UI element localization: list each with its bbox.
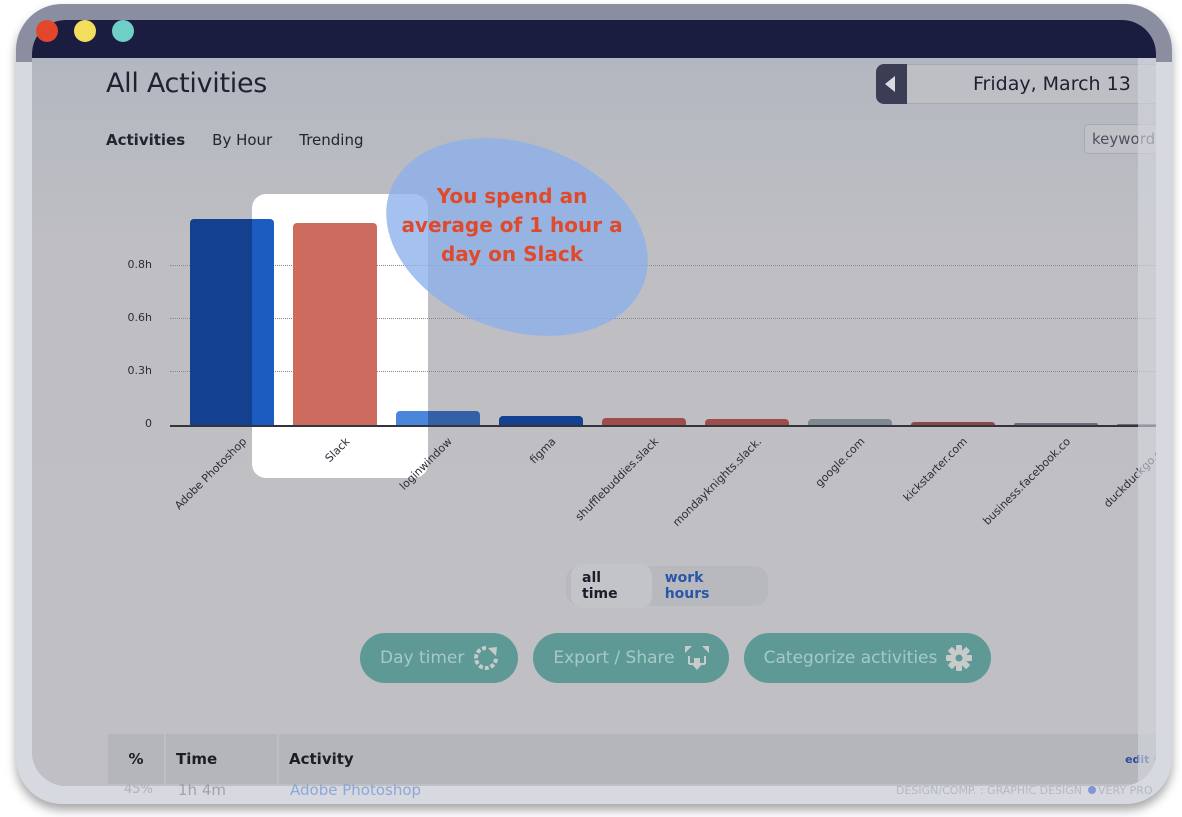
callout-text: You spend an average of 1 hour a day on … [401,184,623,266]
x-label: shufflebuddies.slack [572,435,662,524]
activity-table-header: % Time Activity edit m [108,734,1156,784]
row-time: 1h 4m [178,781,226,799]
x-label: kickstarter.com [901,435,971,505]
bar-shufflebuddies[interactable] [602,418,686,425]
x-label: business.facebook.co [980,435,1074,528]
close-window-button[interactable] [36,20,58,42]
time-range-toggle: all time work hours [566,564,768,608]
table-row[interactable]: 45% 1h 4m Adobe Photoshop DESIGN/COMP. :… [108,778,1172,802]
gear-icon [946,645,973,671]
bar-duckduckgo[interactable] [1117,424,1156,425]
device-frame: All Activities Activities By Hour Trendi… [16,4,1172,804]
row-category: DESIGN/COMP. : GRAPHIC DESIGN VERY PRO [896,784,1153,797]
export-share-button[interactable]: Export / Share [533,633,729,683]
x-label: google.com [812,435,868,490]
categorize-label: Categorize activities [763,648,938,668]
y-tick: 0.3h [127,364,152,377]
column-percent[interactable]: % [108,734,164,784]
toggle-all-time[interactable]: all time [571,564,652,608]
bar-kickstarter[interactable] [911,422,995,425]
current-date: Friday, March 13 [907,64,1156,104]
day-timer-button[interactable]: Day timer [360,633,519,683]
bar-figma[interactable] [499,416,583,425]
tab-bar: Activities By Hour Trending [106,131,363,149]
bar-slack[interactable] [293,223,377,425]
gridline [170,318,1156,319]
row-percent: 45% [124,782,153,797]
gridline [170,371,1156,372]
row-activity-link[interactable]: Adobe Photoshop [290,781,422,799]
x-label: figma [526,435,559,467]
page-title: All Activities [106,68,268,99]
toggle-work-hours[interactable]: work hours [664,570,710,602]
column-activity-label: Activity [289,750,354,768]
refresh-icon [474,646,499,670]
bar-business-facebook[interactable] [1014,423,1098,425]
date-navigator: Friday, March 13 [876,64,1156,104]
x-label: Adobe Photoshop [172,435,250,513]
categorize-activities-button[interactable]: Categorize activities [743,633,992,683]
minimize-window-button[interactable] [74,20,96,42]
x-label: mondayknights.slack. [670,435,765,530]
tab-by-hour[interactable]: By Hour [212,131,273,149]
export-share-label: Export / Share [553,648,675,668]
title-bar [32,20,1156,58]
tab-activities[interactable]: Activities [106,131,186,149]
gridline [170,265,1156,266]
day-timer-label: Day timer [380,648,465,668]
y-tick: 0 [145,417,152,430]
bar-adobe-photoshop[interactable] [190,219,274,425]
app-window: All Activities Activities By Hour Trendi… [32,20,1156,786]
export-icon [684,646,709,670]
tab-trending[interactable]: Trending [299,131,364,149]
x-axis [170,425,1156,427]
activity-bar-chart: 0.8h 0.6h 0.3h 0 Ado [32,58,1156,558]
y-tick: 0.8h [127,258,152,271]
column-activity[interactable]: Activity edit m [279,734,1156,784]
zoom-window-button[interactable] [112,20,134,42]
bar-mondayknights[interactable] [705,419,789,425]
y-tick: 0.6h [127,311,152,324]
productivity-dot-icon [1088,786,1097,794]
right-edge-fade [1138,58,1156,786]
column-time[interactable]: Time [166,734,277,784]
action-buttons: Day timer Export / Share Categorize [360,633,992,683]
caret-left-icon[interactable] [876,64,907,104]
main-content: All Activities Activities By Hour Trendi… [32,58,1156,786]
bar-google[interactable] [808,419,892,425]
bar-loginwindow[interactable] [396,411,480,425]
